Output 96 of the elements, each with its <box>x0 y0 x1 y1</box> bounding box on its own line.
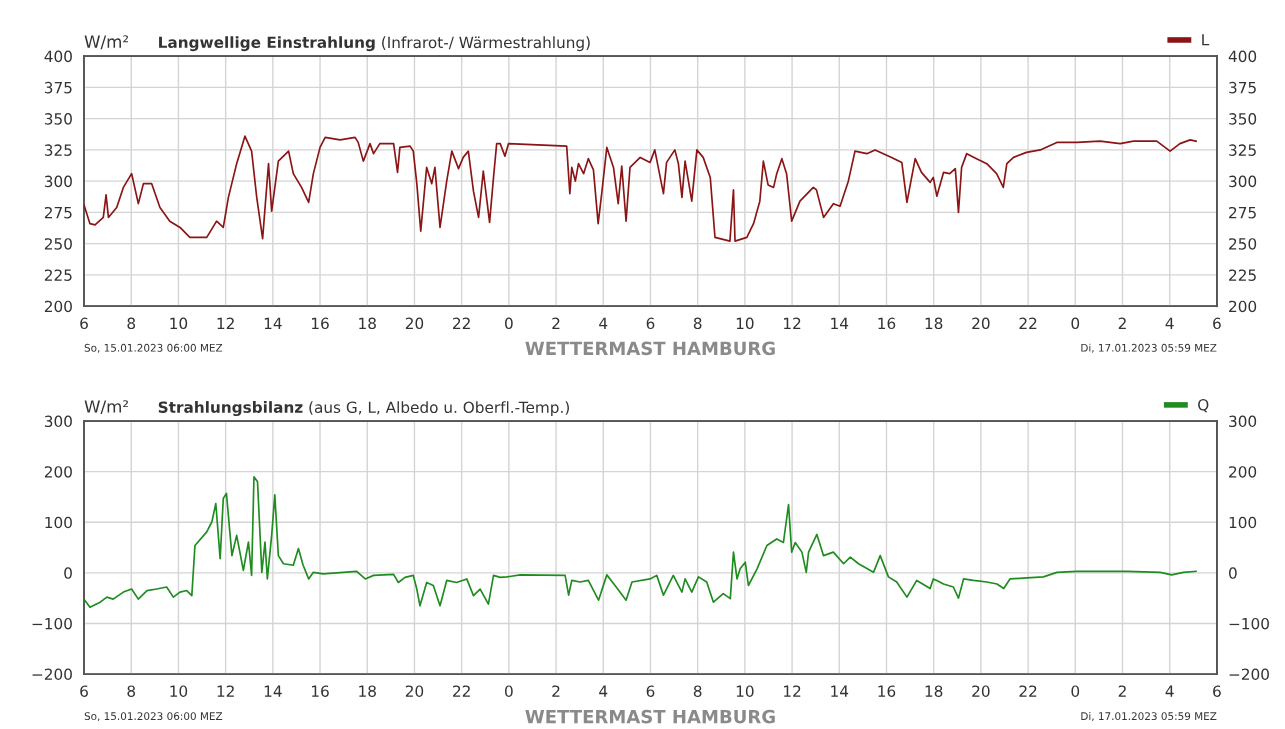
y-tick-label: 325 <box>44 144 72 156</box>
x-tick-label: 12 <box>217 317 234 329</box>
x-tick-label: 0 <box>505 685 513 697</box>
y-tick-label: 0 <box>64 567 72 579</box>
x-tick-label: 14 <box>264 317 282 329</box>
y-tick-label: 100 <box>45 516 72 529</box>
x-tick-label: 8 <box>127 317 136 330</box>
x-tick-label: 14 <box>831 685 849 697</box>
x-tick-label: 8 <box>693 685 702 697</box>
x-tick-label: 10 <box>736 685 754 697</box>
x-tick-label: 6 <box>646 685 655 697</box>
y-tick-label: 275 <box>44 206 72 219</box>
x-tick-label: 10 <box>736 317 754 330</box>
y2-tick-label: −200 <box>1229 668 1269 681</box>
y2-tick-label: 400 <box>1228 50 1257 63</box>
text: WETTERMAST HAMBURG <box>525 341 775 356</box>
legend-label: Q <box>1198 398 1209 413</box>
y2-tick-label: 375 <box>1229 81 1256 94</box>
x-tick-label: 16 <box>878 685 896 697</box>
y-tick-label: 350 <box>44 113 72 125</box>
y-tick-label: 300 <box>44 415 72 428</box>
x-tick-label: 12 <box>217 685 234 697</box>
x-tick-label: 20 <box>405 685 424 697</box>
x-tick-label: 16 <box>878 317 896 330</box>
x-tick-label: 2 <box>1118 317 1126 329</box>
y-tick-label: 225 <box>44 269 72 281</box>
chart-title: Langwellige Einstrahlung <box>159 36 375 52</box>
y2-tick-label: −100 <box>1229 617 1269 630</box>
x-tick-label: 6 <box>80 317 88 330</box>
x-tick-label: 0 <box>1071 685 1080 697</box>
x-tick-label: 4 <box>599 317 608 329</box>
y2-tick-label: 250 <box>1229 238 1257 250</box>
y2-tick-label: 225 <box>1229 269 1256 281</box>
y-axis-title: W/m² <box>84 35 128 50</box>
text: WETTERMAST HAMBURG <box>525 709 775 724</box>
x-tick-label: 4 <box>599 685 608 697</box>
x-tick-label: 12 <box>784 317 801 329</box>
x-tick-label: 18 <box>359 685 376 697</box>
x-tick-label: 18 <box>925 685 943 697</box>
chart-subtitle: (Infrarot-/ Wärmestrahlung) <box>382 36 590 52</box>
x-tick-label: 22 <box>453 317 470 329</box>
y2-tick-label: 275 <box>1229 206 1256 219</box>
x-tick-label: 10 <box>170 317 188 330</box>
x-tick-label: 8 <box>127 685 136 697</box>
x-tick-label: 2 <box>552 317 560 329</box>
legend-label: L <box>1202 34 1210 46</box>
x-tick-label: 4 <box>1165 685 1174 697</box>
text: Di, 17.01.2023 05:59 MEZ <box>1081 343 1217 353</box>
x-tick-label: 16 <box>312 317 329 330</box>
x-tick-label: 14 <box>264 685 282 697</box>
x-tick-label: 20 <box>972 685 990 697</box>
x-tick-label: 18 <box>925 317 943 330</box>
x-tick-label: 4 <box>1165 317 1174 329</box>
text: So, 15.01.2023 06:00 MEZ <box>84 343 223 353</box>
x-tick-label: 20 <box>972 317 990 330</box>
y-tick-label: 400 <box>44 50 72 63</box>
x-tick-label: 18 <box>359 317 376 330</box>
x-tick-label: 12 <box>784 685 801 697</box>
x-tick-label: 8 <box>693 317 702 330</box>
x-tick-label: 6 <box>646 317 655 330</box>
x-tick-label: 2 <box>552 685 560 697</box>
x-tick-label: 22 <box>1019 317 1037 329</box>
y-tick-label: 200 <box>44 300 72 313</box>
y2-tick-label: 0 <box>1229 567 1237 579</box>
x-tick-label: 14 <box>831 317 849 329</box>
y2-tick-label: 100 <box>1229 516 1257 529</box>
y-axis-title: W/m² <box>84 400 128 415</box>
x-tick-label: 10 <box>170 685 188 697</box>
y2-tick-label: 200 <box>1229 466 1257 478</box>
x-tick-label: 6 <box>80 685 88 697</box>
x-tick-label: 16 <box>312 685 329 697</box>
chart-title: Strahlungsbilanz <box>158 401 303 417</box>
x-tick-label: 20 <box>405 317 424 330</box>
y2-tick-label: 325 <box>1229 144 1256 156</box>
x-tick-label: 0 <box>505 317 513 330</box>
y-tick-label: −200 <box>32 668 72 681</box>
y2-tick-label: 300 <box>1229 175 1257 188</box>
y-tick-label: 250 <box>44 238 72 250</box>
x-tick-label: 0 <box>1071 317 1080 330</box>
y2-tick-label: 300 <box>1229 415 1257 428</box>
y2-tick-label: 350 <box>1229 113 1257 125</box>
chart-subtitle: (aus G, L, Albedo u. Oberfl.-Temp.) <box>309 401 569 417</box>
x-tick-label: 22 <box>453 685 470 697</box>
y2-tick-label: 200 <box>1229 300 1257 313</box>
line-series <box>84 135 1197 243</box>
line-series <box>84 475 1197 609</box>
y-tick-label: 300 <box>44 175 72 188</box>
y-tick-label: 375 <box>44 81 72 94</box>
x-tick-label: 22 <box>1019 685 1037 697</box>
text: Di, 17.01.2023 05:59 MEZ <box>1081 711 1217 722</box>
x-tick-label: 6 <box>1213 685 1221 697</box>
text: So, 15.01.2023 06:00 MEZ <box>84 712 223 722</box>
x-tick-label: 6 <box>1213 317 1221 330</box>
y-tick-label: 200 <box>44 466 72 478</box>
y-tick-label: −100 <box>32 617 72 630</box>
x-tick-label: 2 <box>1118 685 1126 697</box>
